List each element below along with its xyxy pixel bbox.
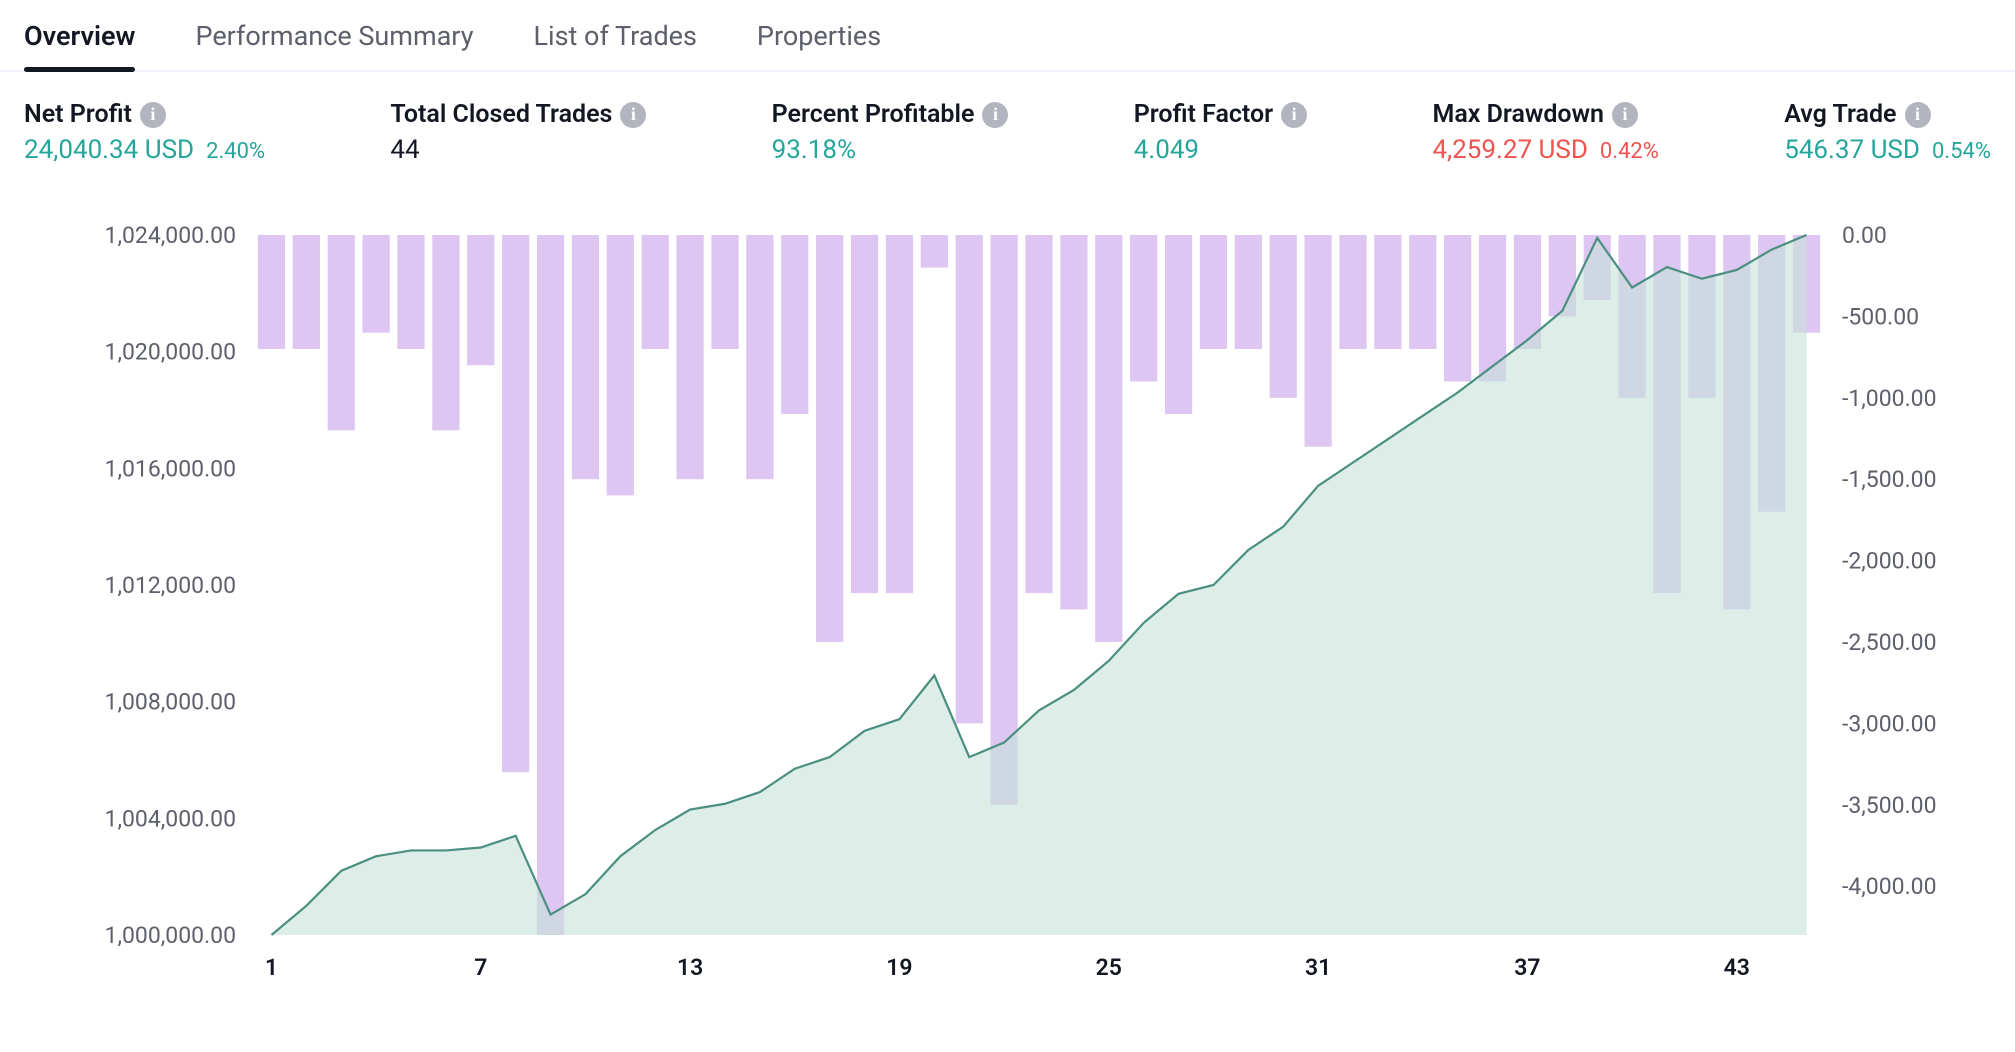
stat-value: 44 — [390, 135, 419, 165]
svg-text:-2,000.00: -2,000.00 — [1842, 548, 1937, 575]
svg-text:-4,000.00: -4,000.00 — [1842, 873, 1937, 900]
stat-label: Percent Profitable — [772, 100, 975, 129]
chart: 1,000,000.00 1,004,000.00 1,008,000.00 1,01… — [0, 175, 2015, 1009]
svg-text:1,000,000.00: 1,000,000.00 — [105, 922, 236, 949]
svg-text:-1,500.00: -1,500.00 — [1842, 466, 1937, 493]
svg-text:1: 1 — [265, 954, 278, 981]
equity-drawdown-chart: 1,000,000.00 1,004,000.00 1,008,000.00 1,01… — [24, 195, 1984, 995]
info-icon[interactable]: i — [140, 102, 166, 128]
stat-pct: 0.42% — [1600, 139, 1659, 164]
svg-text:0.00: 0.00 — [1842, 222, 1887, 249]
stat-total-closed-trades: Total Closed Trades i 44 — [390, 100, 646, 165]
stat-pct: 0.54% — [1932, 139, 1991, 164]
info-icon[interactable]: i — [1612, 102, 1638, 128]
svg-text:13: 13 — [677, 954, 703, 981]
stat-value: 4,259.27 USD — [1432, 135, 1587, 165]
svg-text:1,024,000.00: 1,024,000.00 — [105, 222, 236, 249]
svg-text:43: 43 — [1724, 954, 1750, 981]
svg-text:-500.00: -500.00 — [1842, 303, 1919, 330]
svg-text:1,016,000.00: 1,016,000.00 — [105, 455, 236, 482]
svg-text:1,012,000.00: 1,012,000.00 — [105, 572, 236, 599]
stat-value: 4.049 — [1134, 135, 1199, 165]
stat-label: Total Closed Trades — [390, 100, 612, 129]
tabs: Overview Performance Summary List of Tra… — [0, 0, 2015, 72]
svg-text:25: 25 — [1096, 954, 1122, 981]
tab-properties[interactable]: Properties — [757, 0, 881, 70]
info-icon[interactable]: i — [982, 102, 1008, 128]
svg-text:31: 31 — [1305, 954, 1331, 981]
stat-pct: 2.40% — [206, 139, 265, 164]
tab-list-of-trades[interactable]: List of Trades — [533, 0, 696, 70]
stat-label: Avg Trade — [1784, 100, 1896, 129]
svg-text:-2,500.00: -2,500.00 — [1842, 629, 1937, 656]
stat-label: Net Profit — [24, 100, 132, 129]
svg-text:19: 19 — [886, 954, 912, 981]
stat-label: Max Drawdown — [1432, 100, 1604, 129]
stat-value: 546.37 USD — [1784, 135, 1920, 165]
info-icon[interactable]: i — [620, 102, 646, 128]
info-icon[interactable]: i — [1905, 102, 1931, 128]
svg-text:-3,500.00: -3,500.00 — [1842, 792, 1937, 819]
stat-max-drawdown: Max Drawdown i 4,259.27 USD 0.42% — [1432, 100, 1658, 165]
svg-text:1,004,000.00: 1,004,000.00 — [105, 805, 236, 832]
stat-value: 93.18% — [772, 135, 856, 165]
stats-row: Net Profit i 24,040.34 USD 2.40% Total C… — [0, 72, 2015, 175]
tab-overview[interactable]: Overview — [24, 0, 135, 70]
svg-text:-1,000.00: -1,000.00 — [1842, 385, 1937, 412]
stat-avg-trade: Avg Trade i 546.37 USD 0.54% — [1784, 100, 1991, 165]
info-icon[interactable]: i — [1281, 102, 1307, 128]
svg-text:-3,000.00: -3,000.00 — [1842, 710, 1937, 737]
stat-profit-factor: Profit Factor i 4.049 — [1134, 100, 1307, 165]
svg-text:1,008,000.00: 1,008,000.00 — [105, 689, 236, 716]
stat-value: 24,040.34 USD — [24, 135, 194, 165]
svg-text:1,020,000.00: 1,020,000.00 — [105, 339, 236, 366]
stat-percent-profitable: Percent Profitable i 93.18% — [772, 100, 1009, 165]
svg-text:37: 37 — [1514, 954, 1540, 981]
svg-text:7: 7 — [474, 954, 487, 981]
tab-performance-summary[interactable]: Performance Summary — [195, 0, 473, 70]
stat-label: Profit Factor — [1134, 100, 1273, 129]
stat-net-profit: Net Profit i 24,040.34 USD 2.40% — [24, 100, 265, 165]
